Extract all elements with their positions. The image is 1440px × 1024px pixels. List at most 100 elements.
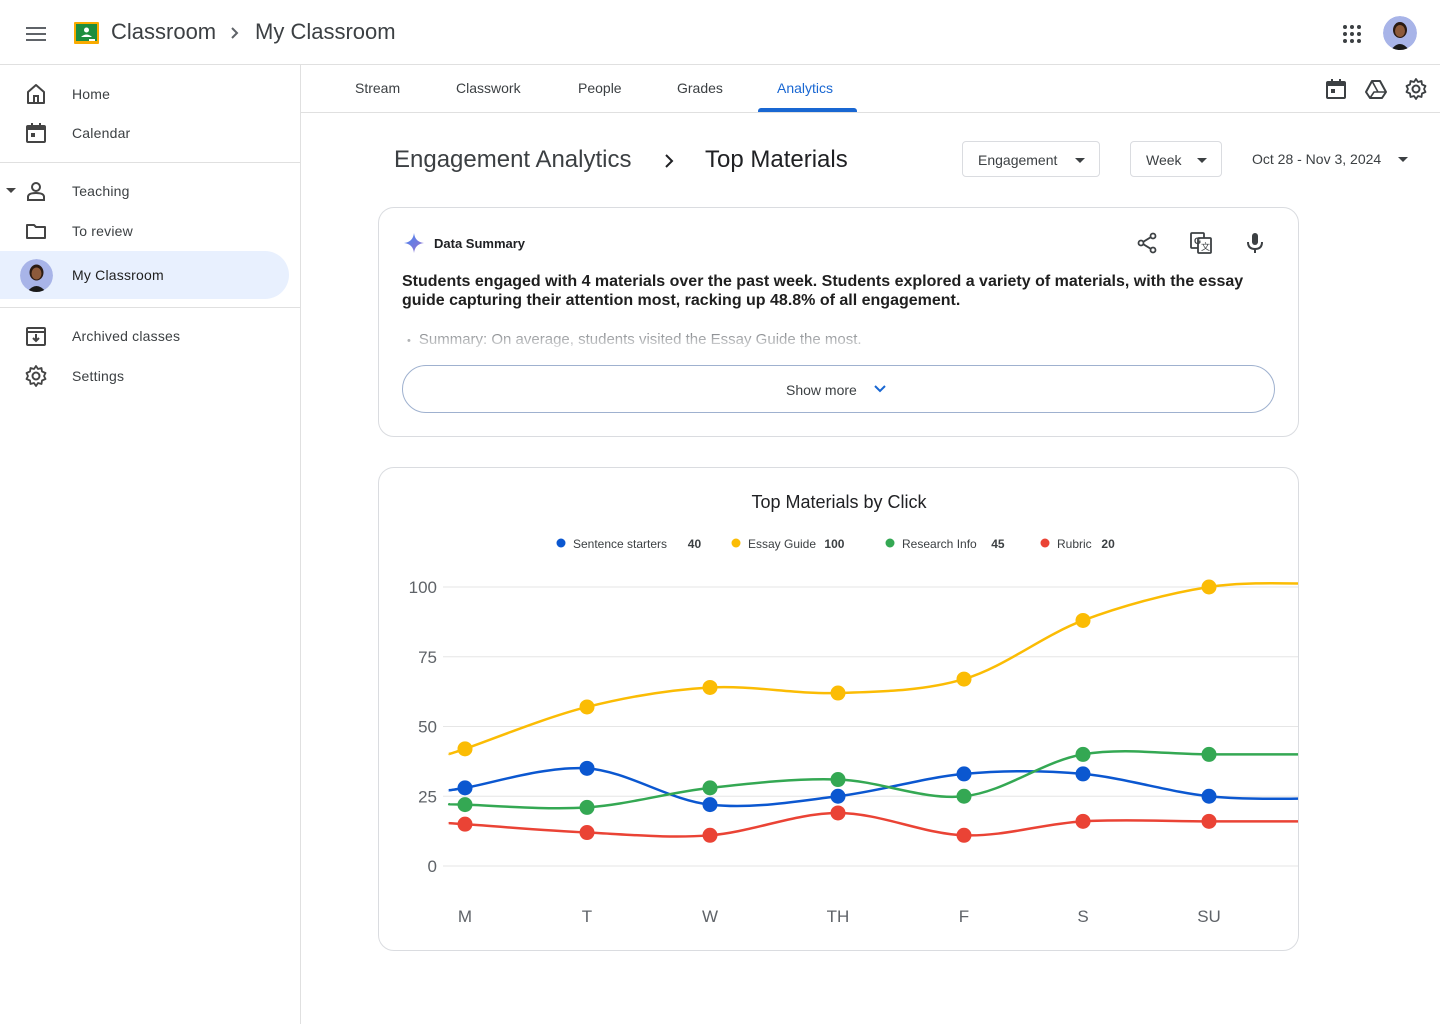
archive-icon	[26, 327, 46, 346]
summary-label: Data Summary	[434, 236, 526, 251]
svg-text:文: 文	[1201, 241, 1210, 253]
chart-card: Top Materials by Click Sentence starters 4…	[378, 467, 1299, 951]
active-tab-indicator	[758, 108, 857, 112]
period-dropdown[interactable]: Week	[1130, 141, 1222, 177]
sidebar-item-my-classroom[interactable]: My Classroom	[0, 251, 289, 299]
data-point	[956, 827, 972, 843]
tab-classwork[interactable]: Classwork	[456, 80, 521, 96]
class-title[interactable]: My Classroom	[255, 19, 396, 44]
data-point	[457, 797, 473, 813]
sidebar-item-home[interactable]: Home	[0, 74, 290, 114]
hamburger-menu-icon[interactable]	[22, 20, 50, 48]
show-more-label: Show more	[786, 382, 857, 398]
data-point	[830, 685, 846, 701]
gear-icon[interactable]	[1404, 77, 1428, 101]
date-range-dropdown[interactable]: Oct 28 - Nov 3, 2024	[1240, 141, 1418, 177]
data-point	[1201, 813, 1217, 829]
tab-grades[interactable]: Grades	[677, 80, 723, 96]
data-point	[956, 788, 972, 804]
sidebar-item-label: Archived classes	[72, 328, 181, 344]
data-point	[1201, 788, 1217, 804]
sidebar-divider	[0, 307, 300, 308]
expand-caret-icon[interactable]	[6, 188, 16, 193]
data-summary-card: Data Summary G 文 Students engaged with 4…	[378, 207, 1299, 437]
x-tick-label: F	[959, 907, 969, 926]
legend-series-total: 20	[1101, 537, 1115, 551]
top-app-bar: Classroom My Classroom	[0, 0, 1440, 65]
x-tick-label: S	[1077, 907, 1088, 926]
chart-title: Top Materials by Click	[751, 492, 927, 512]
summary-text: Students engaged with 4 materials over t…	[402, 273, 1244, 309]
y-tick-label: 100	[409, 578, 437, 597]
series-line	[447, 811, 1298, 838]
show-more-button[interactable]: Show more	[402, 365, 1275, 413]
drive-icon[interactable]	[1364, 77, 1388, 101]
tab-stream[interactable]: Stream	[355, 80, 401, 96]
date-range-value: Oct 28 - Nov 3, 2024	[1252, 151, 1382, 167]
data-point	[1075, 612, 1091, 628]
sidebar-divider	[0, 162, 300, 163]
data-point	[956, 671, 972, 687]
app-title-link[interactable]: Classroom	[111, 19, 217, 44]
tab-people[interactable]: People	[578, 80, 622, 96]
x-tick-label: M	[458, 907, 472, 926]
x-tick-label: T	[582, 907, 592, 926]
sidebar-item-label: My Classroom	[72, 267, 164, 283]
y-tick-label: 25	[418, 787, 437, 806]
translate-icon[interactable]: G 文	[1189, 231, 1213, 255]
legend-swatch	[885, 538, 895, 548]
breadcrumb-chevron-icon	[665, 154, 674, 168]
legend-series-name: Research Info	[902, 537, 977, 551]
legend-series-name: Essay Guide	[748, 537, 816, 551]
sidebar-item-teaching[interactable]: Teaching	[0, 171, 290, 211]
x-tick-label: TH	[827, 907, 850, 926]
data-point	[579, 825, 595, 841]
breadcrumb-chevron-icon	[231, 27, 239, 39]
class-tabs: Stream Classwork People Grades Analytics	[301, 65, 1440, 113]
sidebar-item-settings[interactable]: Settings	[0, 356, 290, 396]
data-point	[457, 741, 473, 757]
sidebar-item-calendar[interactable]: Calendar	[0, 113, 290, 153]
x-tick-label: W	[702, 907, 718, 926]
sidebar-item-to-review[interactable]: To review	[0, 211, 290, 251]
series-line	[447, 581, 1298, 756]
legend-series-name: Rubric	[1057, 537, 1092, 551]
legend-series-total: 40	[688, 537, 702, 551]
dropdown-arrow-icon	[1075, 158, 1085, 163]
page-title[interactable]: Engagement Analytics	[394, 146, 632, 173]
svg-text:G: G	[1194, 236, 1201, 246]
calendar-icon	[26, 123, 46, 143]
metric-dropdown[interactable]: Engagement	[962, 141, 1100, 177]
dropdown-arrow-icon	[1197, 158, 1207, 163]
data-point	[702, 827, 718, 843]
folder-icon	[26, 224, 46, 239]
data-point	[702, 797, 718, 813]
data-point	[956, 766, 972, 782]
summary-bullet: Summary: On average, students visited th…	[407, 331, 1267, 347]
apps-grid-icon[interactable]	[1340, 22, 1364, 46]
classroom-logo-icon[interactable]	[74, 22, 99, 44]
dropdown-value: Engagement	[978, 152, 1058, 168]
dropdown-arrow-icon	[1398, 157, 1408, 162]
data-point	[1075, 766, 1091, 782]
legend-series-name: Sentence starters	[573, 537, 667, 551]
y-tick-label: 0	[428, 857, 437, 876]
series-line	[447, 750, 1298, 810]
data-point	[830, 788, 846, 804]
sidebar-nav: Home Calendar Teaching To review My	[0, 65, 301, 1024]
sidebar-item-label: Home	[72, 86, 111, 102]
tab-analytics[interactable]: Analytics	[777, 80, 834, 96]
data-point	[830, 805, 846, 821]
mic-icon[interactable]	[1243, 231, 1267, 255]
series-line	[447, 766, 1298, 808]
data-point	[702, 780, 718, 796]
share-icon[interactable]	[1135, 231, 1159, 255]
y-tick-label: 75	[418, 648, 437, 667]
sidebar-item-archived-classes[interactable]: Archived classes	[0, 316, 290, 356]
calendar-icon[interactable]	[1324, 77, 1348, 101]
page-subtitle: Top Materials	[705, 146, 848, 173]
data-point	[579, 760, 595, 776]
data-point	[702, 679, 718, 695]
home-icon	[27, 84, 45, 104]
user-avatar[interactable]	[1383, 16, 1417, 50]
